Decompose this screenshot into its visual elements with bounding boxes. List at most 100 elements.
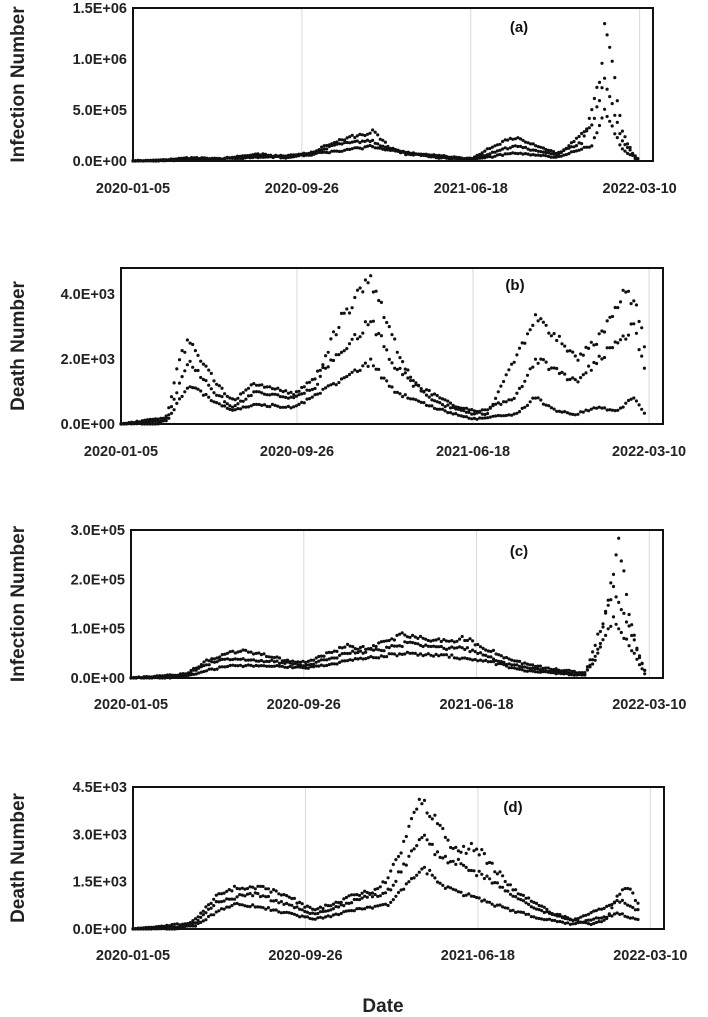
data-point (233, 664, 237, 668)
data-point (241, 391, 245, 395)
data-point (636, 901, 640, 905)
data-point (544, 323, 548, 327)
data-point (569, 150, 574, 154)
data-point (536, 153, 540, 157)
data-point (624, 401, 628, 405)
data-point (350, 140, 354, 144)
data-point (531, 153, 535, 157)
data-point (597, 916, 601, 920)
data-point (355, 897, 359, 902)
data-point (413, 635, 417, 639)
data-point (597, 99, 602, 103)
data-point (377, 641, 381, 645)
data-point (259, 664, 263, 668)
data-point (400, 652, 404, 657)
data-point (396, 890, 401, 895)
data-point (217, 900, 221, 904)
data-point (305, 904, 309, 908)
data-point (262, 403, 267, 407)
data-point (573, 378, 577, 382)
data-point (632, 299, 636, 303)
data-point (289, 153, 293, 157)
data-point (302, 385, 306, 389)
data-point (345, 147, 349, 151)
data-point (228, 407, 232, 411)
data-point (619, 559, 623, 563)
data-point (269, 154, 273, 158)
data-point (572, 139, 576, 144)
data-point (538, 668, 543, 672)
data-point (254, 390, 259, 394)
data-point (248, 905, 252, 909)
data-point (542, 918, 546, 922)
data-point (183, 390, 187, 394)
data-point (612, 912, 617, 916)
data-point (326, 384, 330, 388)
data-point (264, 907, 268, 911)
data-point (212, 660, 217, 664)
data-point (448, 406, 453, 410)
data-point (592, 360, 596, 365)
data-point (316, 382, 320, 386)
data-point (614, 553, 618, 557)
data-point (262, 652, 266, 656)
data-point (276, 154, 280, 158)
data-point (437, 654, 441, 658)
plot-frame (132, 7, 654, 162)
data-point (254, 659, 258, 663)
data-point (251, 155, 255, 160)
data-point (626, 289, 631, 293)
data-point (172, 381, 176, 385)
data-point (458, 645, 462, 649)
data-point (633, 154, 637, 158)
data-point (382, 639, 386, 643)
data-point (576, 921, 580, 925)
data-point (627, 624, 631, 628)
data-point (581, 410, 585, 414)
data-point (457, 157, 461, 161)
data-point (233, 398, 237, 402)
data-point (348, 141, 352, 145)
data-point (258, 155, 263, 159)
data-point (488, 152, 492, 156)
data-point (394, 858, 398, 862)
data-point (430, 393, 434, 397)
data-point (490, 902, 494, 906)
data-point (602, 355, 607, 360)
data-point (254, 383, 259, 387)
data-point (210, 667, 214, 671)
data-point (289, 395, 293, 399)
data-point (584, 345, 588, 349)
data-point (515, 353, 519, 357)
data-point (212, 379, 216, 383)
data-point (462, 415, 466, 419)
data-point (306, 663, 310, 667)
data-point (207, 395, 211, 399)
data-point (252, 382, 256, 386)
data-point (325, 651, 329, 655)
data-point (631, 891, 635, 895)
data-point (258, 905, 263, 909)
data-point (284, 395, 288, 399)
y-tick-label: 0.0E+00 (73, 154, 127, 170)
data-point (212, 657, 217, 661)
data-point (546, 148, 551, 152)
data-point (283, 661, 287, 666)
data-point (244, 658, 248, 662)
data-point (494, 402, 498, 406)
data-point (340, 646, 344, 650)
data-point (518, 664, 522, 669)
data-point (610, 346, 615, 350)
data-point (378, 894, 382, 898)
data-point (257, 651, 261, 655)
data-point (516, 892, 520, 896)
data-point (488, 900, 492, 904)
data-point (601, 622, 605, 626)
data-point (233, 408, 237, 412)
data-point (235, 886, 239, 891)
data-point (398, 652, 402, 656)
data-point (331, 382, 336, 386)
data-point (573, 917, 578, 921)
data-point (278, 664, 282, 668)
data-point (185, 386, 189, 390)
